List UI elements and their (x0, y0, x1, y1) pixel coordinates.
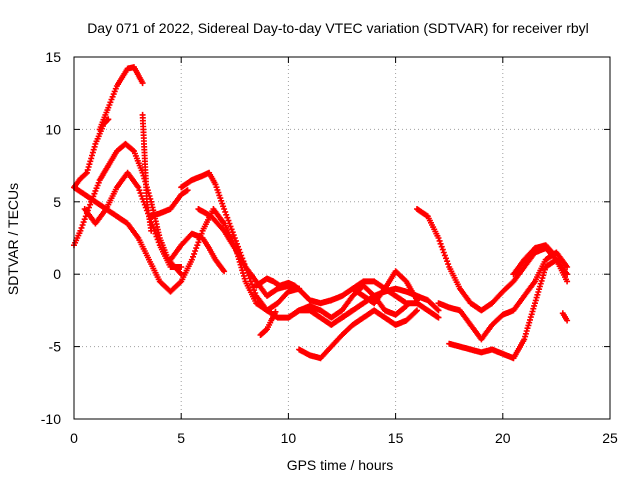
series-arc-2 (96, 64, 146, 133)
marker-path (446, 256, 571, 362)
series-arc-14 (285, 282, 410, 321)
series-arc-17 (349, 268, 420, 307)
chart-title: Day 071 of 2022, Sidereal Day-to-day VTE… (87, 20, 589, 36)
marker-path (510, 242, 556, 278)
marker-path (257, 308, 279, 338)
series-arc-11 (257, 308, 279, 338)
y-axis-label: SDTVAR / TECUs (5, 183, 21, 295)
series-arc-1 (71, 116, 112, 191)
marker-path (253, 275, 335, 307)
x-tick-label: 15 (388, 430, 404, 446)
x-tick-label: 5 (177, 430, 185, 446)
y-tick-label: 5 (53, 194, 61, 210)
series-arc-13 (296, 307, 420, 362)
series-arc-8 (167, 230, 228, 275)
marker-path (349, 268, 420, 307)
series-arc-7 (146, 187, 191, 220)
x-axis-ticks: 0 5 10 15 20 25 (70, 57, 618, 446)
y-tick-label: -5 (49, 339, 62, 355)
x-tick-label: 20 (495, 430, 511, 446)
x-tick-label: 25 (602, 430, 618, 446)
series-arc-22 (559, 310, 571, 324)
marker-path (146, 187, 191, 220)
marker-path (559, 310, 571, 324)
marker-path (96, 64, 146, 133)
y-tick-label: 10 (45, 121, 61, 137)
plot-frame (73, 56, 611, 420)
grid (74, 57, 610, 419)
series-arc-21 (510, 242, 556, 278)
y-tick-label: -10 (41, 411, 61, 427)
x-tick-label: 10 (281, 430, 297, 446)
marker-path (167, 230, 228, 275)
series-arc-12 (253, 275, 335, 307)
data-points (71, 64, 571, 362)
series-arc-20 (446, 256, 571, 362)
marker-path (435, 249, 571, 343)
series-arc-19 (435, 249, 571, 343)
x-axis-label: GPS time / hours (287, 457, 394, 473)
y-tick-label: 0 (53, 266, 61, 282)
marker-path (71, 116, 112, 191)
marker-path (285, 282, 410, 321)
marker-path (296, 307, 420, 362)
y-tick-label: 15 (45, 49, 61, 65)
y-axis-ticks: -10 -5 0 5 10 15 (41, 49, 610, 427)
x-tick-label: 0 (70, 430, 78, 446)
